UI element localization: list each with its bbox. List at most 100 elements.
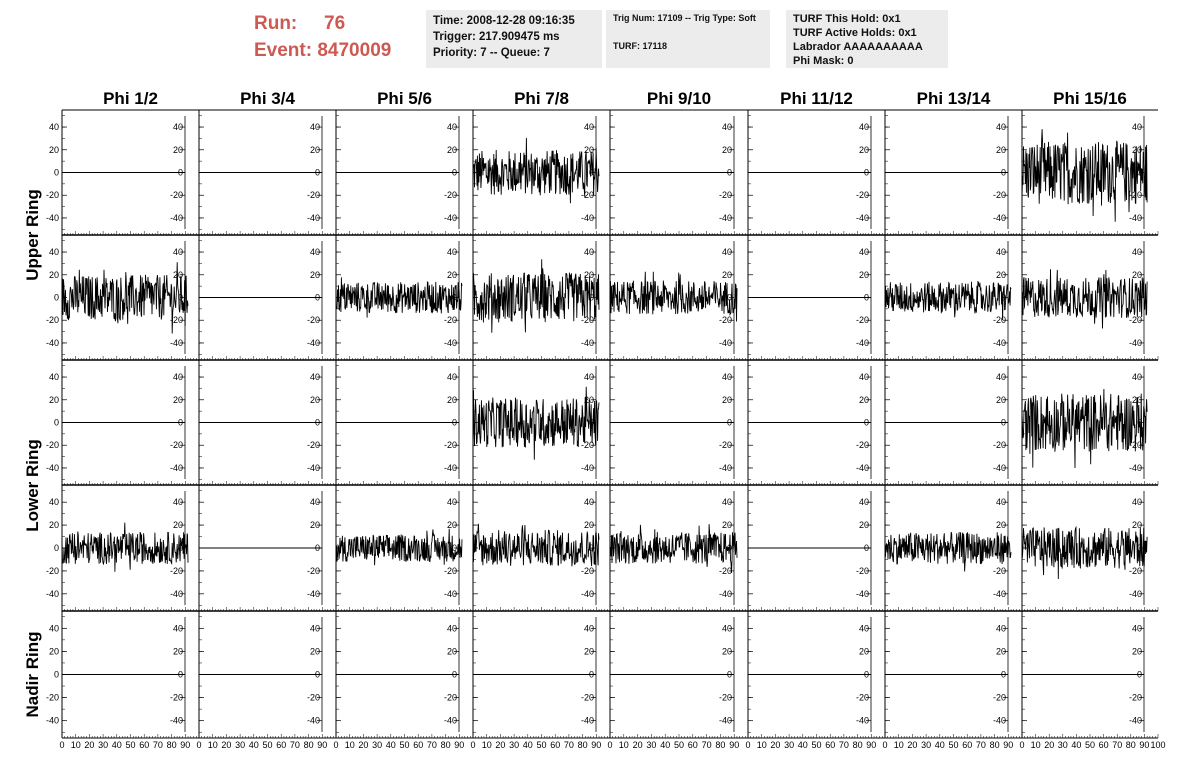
x-tick-label: 0 — [470, 740, 475, 750]
y-tick-label: -40 — [46, 338, 59, 348]
y-tick-label-right: 0 — [589, 168, 594, 178]
y-tick-label-right: 40 — [1132, 497, 1142, 507]
column-title: Phi 9/10 — [647, 89, 711, 108]
y-tick-label-right: -40 — [170, 716, 183, 726]
event-line: Event: 8470009 — [254, 37, 391, 64]
column-title: Phi 1/2 — [103, 89, 158, 108]
x-tick-label: 30 — [921, 740, 931, 750]
x-tick-label: 30 — [509, 740, 519, 750]
y-tick-label-right: 40 — [310, 122, 320, 132]
x-tick-label: 20 — [907, 740, 917, 750]
y-tick-label-right: 40 — [447, 372, 457, 382]
x-tick-label: 10 — [208, 740, 218, 750]
x-tick-label: 90 — [866, 740, 876, 750]
x-tick-label: 0 — [745, 740, 750, 750]
x-tick-label: 90 — [591, 740, 601, 750]
y-tick-label: -20 — [46, 440, 59, 450]
y-tick-label-right: -40 — [444, 589, 457, 599]
y-tick-label-right: -40 — [581, 338, 594, 348]
waveform-trace — [1021, 525, 1148, 580]
y-tick-label-right: -40 — [1129, 589, 1142, 599]
y-tick-label-right: 20 — [173, 270, 183, 280]
y-tick-label-right: -20 — [307, 693, 320, 703]
x-tick-label: 60 — [550, 740, 560, 750]
y-tick-label-right: 40 — [447, 497, 457, 507]
x-tick-label: 40 — [523, 740, 533, 750]
y-tick-label-right: -40 — [1129, 338, 1142, 348]
y-tick-label-right: -40 — [1129, 463, 1142, 473]
x-tick-label: 70 — [427, 740, 437, 750]
y-tick-label-right: -20 — [444, 693, 457, 703]
y-tick-label-right: -20 — [444, 566, 457, 576]
y-tick-label-right: 40 — [996, 372, 1006, 382]
y-tick-label-right: -40 — [719, 716, 732, 726]
phi-mask-line: Phi Mask: 0 — [793, 55, 854, 67]
time-panel: Time: 2008-12-28 09:16:35 Trigger: 217.9… — [426, 10, 602, 68]
y-tick-label-right: 40 — [310, 247, 320, 257]
y-tick-label-right: 40 — [722, 247, 732, 257]
column-title: Phi 15/16 — [1053, 89, 1127, 108]
y-tick-label-right: 40 — [1132, 623, 1142, 633]
y-tick-label-right: 20 — [1132, 646, 1142, 656]
x-tick-label: 30 — [1058, 740, 1068, 750]
y-tick-label-right: -20 — [581, 315, 594, 325]
x-tick-label: 60 — [825, 740, 835, 750]
y-tick-label-right: 20 — [447, 395, 457, 405]
y-tick-label-right: 20 — [310, 646, 320, 656]
x-tick-label: 50 — [399, 740, 409, 750]
y-tick-label: -20 — [46, 190, 59, 200]
y-tick-label: 40 — [49, 497, 59, 507]
y-tick-label-right: -20 — [307, 190, 320, 200]
x-tick-label: 40 — [112, 740, 122, 750]
y-tick-label-right: -40 — [307, 338, 320, 348]
x-tick-label: 80 — [990, 740, 1000, 750]
x-tick-label: 50 — [674, 740, 684, 750]
x-tick-label: 30 — [646, 740, 656, 750]
y-tick-label-right: 20 — [1132, 145, 1142, 155]
y-tick-label-right: -40 — [856, 589, 869, 599]
y-tick-label-right: 0 — [452, 543, 457, 553]
y-tick-label-right: -40 — [993, 589, 1006, 599]
x-tick-label: 90 — [180, 740, 190, 750]
y-tick-label-right: -40 — [993, 716, 1006, 726]
trig-num-line: Trig Num: 17109 -- Trig Type: Soft — [613, 13, 756, 23]
y-tick-label-right: -20 — [1129, 315, 1142, 325]
x-tick-label: 10 — [1031, 740, 1041, 750]
y-tick-label-right: 40 — [447, 122, 457, 132]
waveform-trace — [61, 262, 189, 334]
y-tick-label-right: 20 — [722, 520, 732, 530]
x-tick-label: 0 — [607, 740, 612, 750]
y-tick-label-right: -20 — [170, 566, 183, 576]
y-tick-label-right: -20 — [1129, 693, 1142, 703]
x-tick-label: 70 — [564, 740, 574, 750]
y-tick-label-right: 40 — [996, 497, 1006, 507]
y-tick-label-right: -20 — [444, 440, 457, 450]
y-tick-label-right: 20 — [996, 145, 1006, 155]
y-tick-label-right: -40 — [1129, 716, 1142, 726]
y-tick-label-right: -40 — [307, 716, 320, 726]
y-tick-label-right: 40 — [722, 122, 732, 132]
y-tick-label-right: -20 — [307, 566, 320, 576]
y-tick-label: 0 — [54, 168, 59, 178]
x-tick-label: 0 — [882, 740, 887, 750]
event-label: Event: — [254, 40, 313, 61]
x-tick-label: 70 — [1112, 740, 1122, 750]
y-tick-label-right: -40 — [307, 213, 320, 223]
turf-panel: TURF This Hold: 0x1 TURF Active Holds: 0… — [786, 10, 948, 68]
ring-title: Nadir Ring — [23, 632, 42, 718]
y-tick-label-right: -20 — [856, 315, 869, 325]
